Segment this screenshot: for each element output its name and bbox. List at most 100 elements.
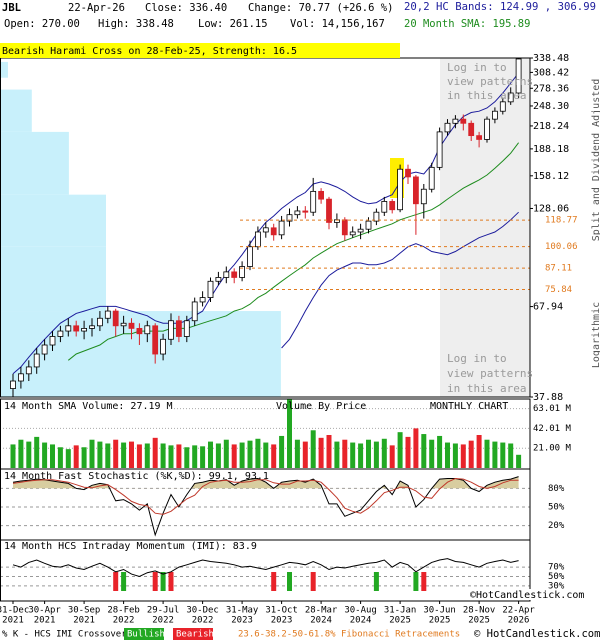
volume-by-price-bar (0, 194, 106, 247)
pattern-banner (0, 43, 400, 58)
volume-bar (366, 439, 371, 468)
candle-body (81, 328, 87, 332)
candle-body (41, 344, 48, 355)
candle-body (175, 320, 182, 337)
candle-body (365, 220, 372, 230)
candle-body (215, 277, 222, 282)
x-tick-year: 2021 (2, 616, 24, 626)
volume-bar (26, 441, 32, 468)
locked-text: Log in to (447, 61, 507, 74)
symbol: JBL (2, 2, 21, 14)
candle-body (199, 297, 206, 303)
candle-body (341, 219, 348, 236)
candle-body (65, 325, 72, 332)
y-tick-label: 128.06 (533, 203, 569, 214)
volume-bar (263, 442, 269, 468)
x-tick-label: 31-Jan (384, 606, 417, 616)
x-tick-year: 2025 (468, 616, 490, 626)
x-tick-year: 2021 (34, 616, 56, 626)
volume-bar (200, 446, 206, 468)
candle-body (420, 188, 427, 205)
watermark: ©HotCandlestick.com (470, 590, 584, 601)
volume-bar (34, 436, 40, 468)
candle-body (223, 271, 230, 278)
candle-body (460, 118, 467, 124)
panel-title: 14 Month Fast Stochastic (%K,%D): 99.1, … (4, 471, 269, 482)
sma-legend: 20 Month SMA: 195.89 (404, 18, 530, 30)
volume-bar (42, 442, 48, 468)
candle-body (491, 110, 498, 120)
x-tick-label: 29-Jul (147, 606, 180, 616)
bearish-key (173, 628, 213, 640)
candle-body (349, 231, 356, 236)
price-plot (0, 58, 522, 397)
x-tick-year: 2022 (192, 616, 214, 626)
bullish-signal (413, 572, 419, 591)
indicator-line (12, 477, 519, 515)
candle-body (207, 280, 214, 298)
candle-body (168, 320, 174, 340)
x-tick-label: 30-Aug (344, 606, 377, 616)
volume-bar (381, 438, 387, 468)
candle-body (444, 122, 451, 133)
overlay-line (67, 142, 519, 361)
scale-label: Logarithmic (591, 302, 600, 368)
panel-title: 14 Month SMA Volume: 27.19 M (4, 401, 173, 412)
locked-text: in this area (447, 89, 526, 102)
x-tick-year: 2025 (389, 616, 411, 626)
volume-bar (468, 440, 474, 468)
volume-by-price-bar (0, 131, 69, 195)
fib-label: 87.11 (545, 264, 572, 274)
bearish-label: Bearish (176, 630, 214, 640)
candle-body (73, 325, 80, 332)
volume-bar (516, 454, 522, 468)
y-tick-label: 248.30 (533, 101, 569, 112)
volume-bar (373, 441, 379, 468)
candle-body (310, 190, 317, 213)
bullish-key (124, 628, 164, 640)
close: Close: 336.40 (145, 2, 227, 14)
candle-body (254, 231, 261, 248)
candle-body (515, 58, 522, 94)
candle-body (412, 176, 419, 205)
volume-bar (73, 445, 79, 468)
candle-body (405, 168, 411, 178)
x-tick-label: 30-Apr (28, 606, 61, 616)
bearish-signal (421, 572, 427, 591)
candle-body (326, 198, 332, 223)
volume-bar (484, 439, 490, 468)
candle-body (294, 210, 301, 216)
candle-body (10, 380, 16, 389)
x-tick-label: 30-Sep (68, 606, 101, 616)
volume-bar (460, 444, 466, 468)
y-tick-label: 338.48 (533, 53, 569, 64)
panel-label: MONTHLY CHART (430, 401, 508, 412)
bullish-signal (287, 572, 292, 591)
candle-body (128, 322, 135, 329)
volume-bar (89, 439, 95, 468)
x-tick-label: 31-May (226, 606, 259, 616)
volume-bar (113, 439, 119, 468)
volume-bar (294, 439, 300, 468)
y-tick-label: 80% (548, 484, 565, 494)
high: High: 338.48 (98, 18, 174, 30)
candle-body (499, 101, 506, 112)
y-tick-label: 67.94 (533, 302, 563, 313)
candle-body (270, 227, 277, 236)
y-tick-label: 42.01 M (533, 424, 572, 434)
candle-body (136, 328, 143, 335)
volume-by-price-bar (0, 89, 32, 132)
volume-bar (255, 438, 261, 468)
candle-body (49, 336, 56, 346)
candle-body (286, 214, 293, 222)
candle-body (57, 330, 64, 337)
x-tick-label: 31-Oct (265, 606, 298, 616)
x-tick-label: 28-Feb (107, 606, 140, 616)
change: Change: 70.77 (+26.6 %) (248, 2, 393, 14)
candle-body (25, 366, 32, 375)
candle-body (191, 301, 198, 322)
locked-region (440, 58, 530, 397)
pattern-text: Bearish Harami Cross on 28-Feb-25, Stren… (2, 46, 297, 57)
date: 22-Apr-26 (68, 2, 125, 14)
volume-bar (247, 440, 253, 468)
